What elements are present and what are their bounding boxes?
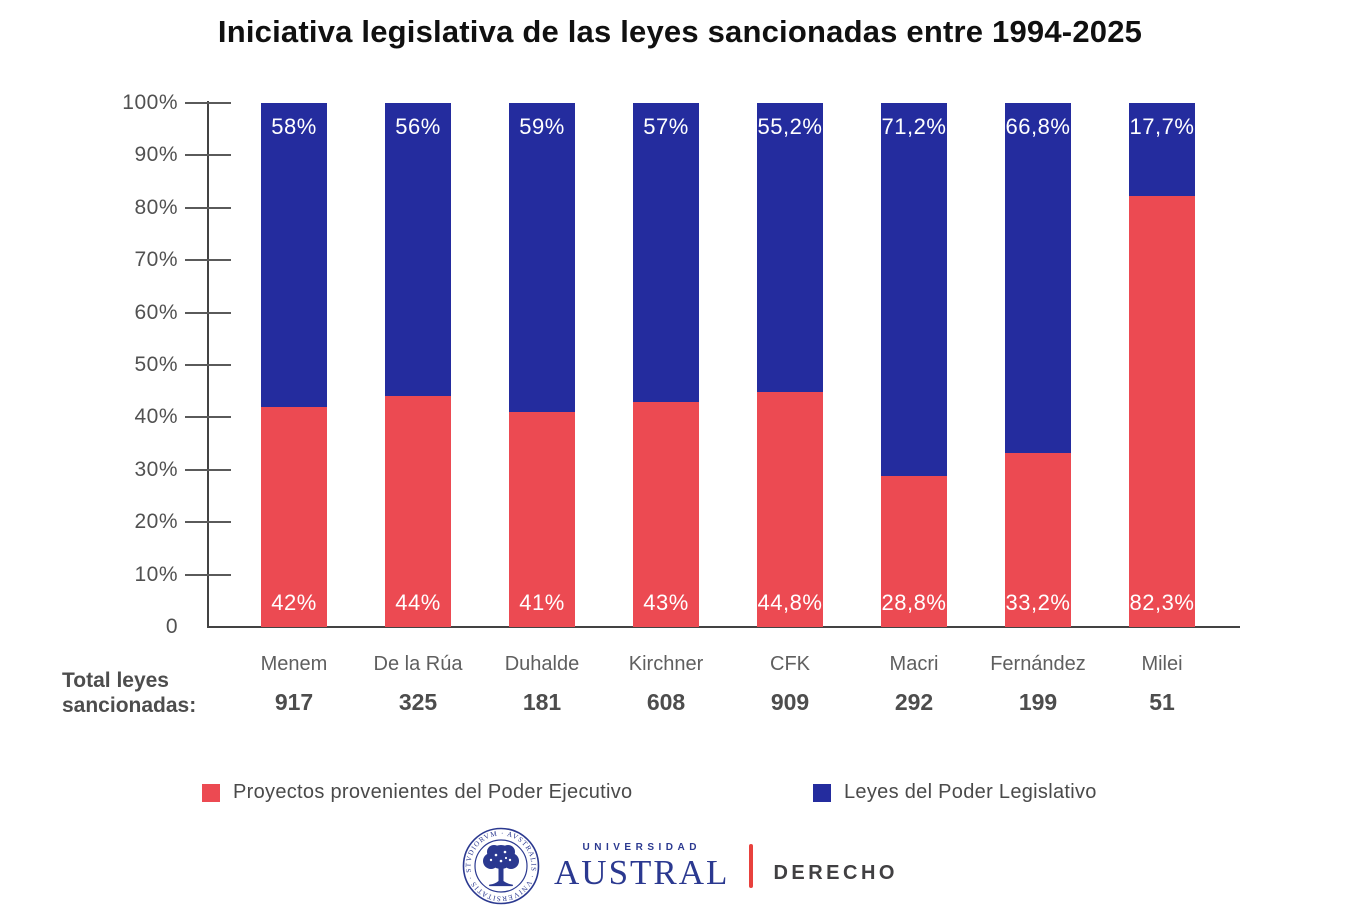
y-tick-label: 20% (134, 510, 178, 534)
category-label-duhalde: Duhalde (504, 653, 580, 675)
legend-label-legislativo: Leyes del Poder Legislativo (844, 781, 1097, 803)
bar-value-legislativo: 56% (395, 114, 441, 139)
category-total-de-la-rua: 325 (398, 689, 438, 715)
legend-label-ejecutivo: Proyectos provenientes del Poder Ejecuti… (233, 781, 633, 803)
y-tick (185, 416, 231, 419)
bar-segment-legislativo (1129, 103, 1195, 196)
category-label-macri: Macri (889, 653, 939, 675)
bar-value-ejecutivo: 44% (395, 590, 441, 615)
logo-divider (749, 844, 754, 888)
y-tick-label: 80% (134, 195, 178, 219)
category-total-milei: 51 (1149, 689, 1175, 715)
x-axis-line (207, 626, 1240, 628)
y-tick (185, 259, 231, 262)
y-tick-label: 50% (134, 353, 178, 376)
bar-macri: 71,2% 28,8% (881, 103, 947, 627)
chart-title: Iniciativa legislativa de las leyes sanc… (217, 14, 1143, 49)
bar-value-ejecutivo: 33,2% (1005, 590, 1071, 615)
bar-kirchner: 57% 43% (633, 103, 699, 627)
category-total-macri: 292 (894, 689, 934, 715)
legend-item-ejecutivo: Proyectos provenientes del Poder Ejecuti… (202, 781, 632, 804)
bar-segment-ejecutivo (757, 392, 823, 627)
y-tick (185, 311, 231, 314)
bar-de-la-rua: 56% 44% (385, 103, 451, 627)
category-label-de-la-rua: De la Rúa (373, 653, 463, 675)
bar-value-ejecutivo: 42% (271, 590, 317, 615)
category-total-cfk: 909 (770, 689, 810, 715)
bar-value-legislativo: 59% (519, 114, 565, 139)
bar-segment-legislativo (881, 103, 947, 477)
bar-segment-legislativo (261, 103, 327, 407)
legend-swatch-ejecutivo (202, 783, 220, 802)
bar-segment-ejecutivo (385, 396, 451, 627)
y-tick (185, 154, 231, 157)
seal-tree (483, 845, 520, 887)
y-tick-label: 10% (134, 562, 178, 586)
bar-segment-ejecutivo (1005, 453, 1071, 627)
category-total-duhalde: 181 (522, 689, 562, 715)
y-tick-label: 40% (134, 405, 178, 429)
category-label-milei: Milei (1141, 653, 1183, 675)
logo-austral-text: AUSTRAL (554, 853, 730, 892)
bar-segment-ejecutivo (633, 401, 699, 627)
y-tick (185, 521, 231, 524)
legend-item-legislativo: Leyes del Poder Legislativo (813, 781, 1097, 804)
bar-value-ejecutivo: 28,8% (881, 590, 947, 615)
bar-value-legislativo: 57% (643, 114, 689, 139)
category-total-menem: 917 (274, 689, 314, 715)
bar-value-legislativo: 58% (271, 114, 317, 139)
bar-segment-legislativo (385, 103, 451, 397)
bar-segment-ejecutivo (881, 476, 947, 627)
y-tick-label: 60% (134, 300, 178, 324)
austral-seal-icon: · AVSTRALIS · VNIVERSITATIS · STVDIORVM … (462, 826, 540, 905)
y-tick-label: 30% (134, 457, 178, 481)
bar-cfk: 55,2% 44,8% (757, 103, 823, 627)
y-tick (185, 364, 231, 366)
bar-segment-legislativo (633, 103, 699, 402)
category-label-fernandez: Fernández (990, 653, 1086, 675)
bar-value-ejecutivo: 41% (519, 590, 565, 615)
totals-caption: Total leyes sancionadas: (62, 669, 197, 718)
bar-segment-legislativo (757, 103, 823, 393)
y-tick-label: 0 (165, 615, 178, 638)
category-total-kirchner: 608 (646, 689, 686, 715)
bar-value-legislativo: 17,7% (1129, 114, 1195, 139)
y-tick (185, 102, 231, 104)
y-tick (185, 573, 231, 576)
y-tick (185, 468, 231, 471)
bar-value-ejecutivo: 43% (643, 590, 689, 615)
category-label-cfk: CFK (770, 653, 810, 675)
bar-fernandez: 66,8% 33,2% (1005, 103, 1071, 627)
bar-segment-ejecutivo (509, 412, 575, 627)
y-tick-label: 90% (134, 143, 178, 167)
logo-derecho-text: DERECHO (773, 861, 898, 884)
bar-milei: 17,7% 82,3% (1129, 103, 1195, 627)
bar-value-legislativo: 71,2% (881, 114, 947, 139)
y-tick-label: 70% (134, 248, 178, 272)
bar-segment-ejecutivo (1129, 195, 1195, 627)
bar-segment-legislativo (509, 103, 575, 413)
bar-menem: 58% 42% (261, 103, 327, 627)
y-tick-label: 100% (122, 91, 178, 114)
bar-value-ejecutivo: 44,8% (757, 590, 823, 615)
category-total-fernandez: 199 (1018, 689, 1058, 715)
category-label-menem: Menem (260, 653, 328, 675)
bar-value-legislativo: 66,8% (1005, 114, 1071, 139)
logo-wordmark: UNIVERSIDAD AUSTRAL (554, 842, 729, 890)
bar-duhalde: 59% 41% (509, 103, 575, 627)
legend-swatch-legislativo (813, 783, 831, 802)
bar-segment-ejecutivo (261, 406, 327, 627)
category-label-kirchner: Kirchner (628, 653, 704, 675)
bar-value-ejecutivo: 82,3% (1129, 590, 1195, 615)
logo-universidad-text: UNIVERSIDAD (582, 842, 701, 853)
bar-segment-legislativo (1005, 103, 1071, 454)
bar-value-legislativo: 55,2% (757, 114, 823, 139)
footer-logo: · AVSTRALIS · VNIVERSITATIS · STVDIORVM … (0, 826, 1360, 906)
y-tick (185, 206, 231, 209)
